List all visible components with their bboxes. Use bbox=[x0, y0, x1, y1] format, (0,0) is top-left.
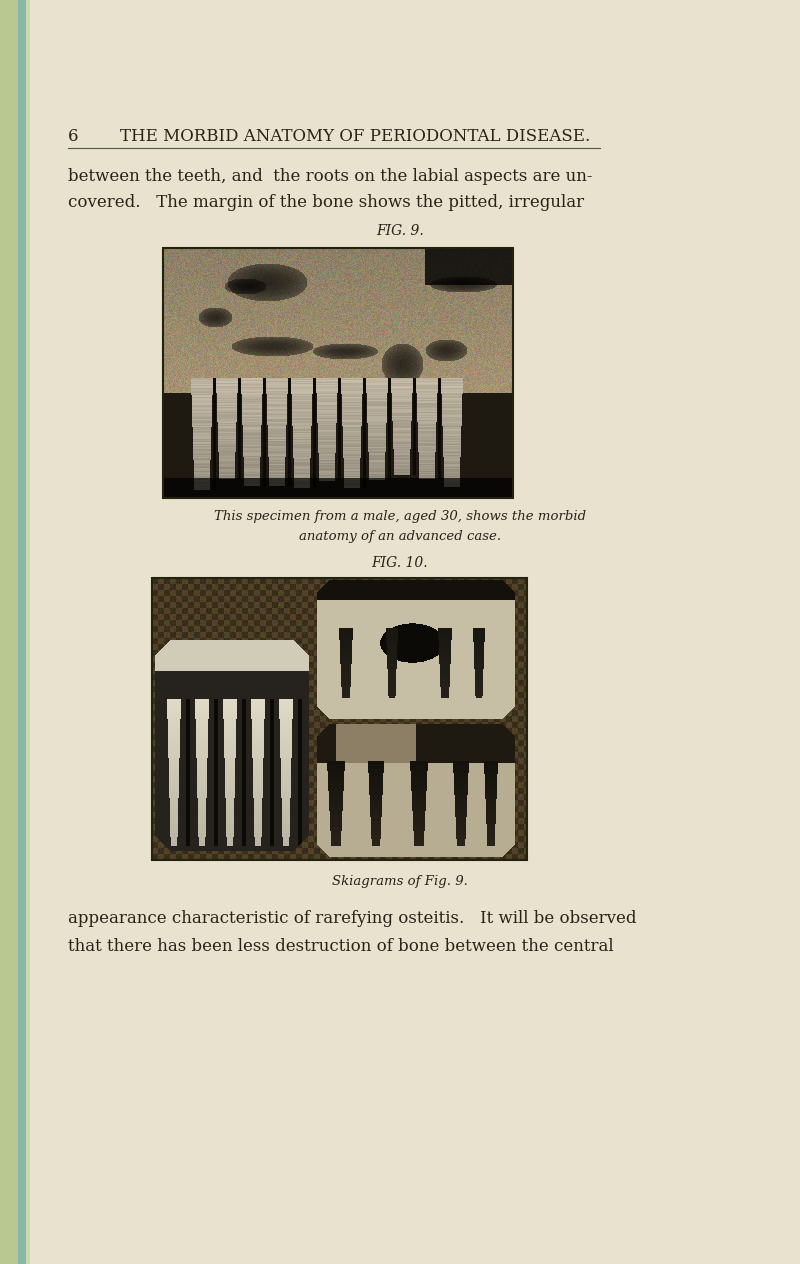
Text: 6: 6 bbox=[68, 128, 78, 145]
Text: FIG. 10.: FIG. 10. bbox=[372, 556, 428, 570]
Text: appearance characteristic of rarefying osteitis.   It will be observed: appearance characteristic of rarefying o… bbox=[68, 910, 637, 927]
Text: FIG. 9.: FIG. 9. bbox=[376, 224, 424, 238]
Text: covered.   The margin of the bone shows the pitted, irregular: covered. The margin of the bone shows th… bbox=[68, 193, 584, 211]
Bar bbox=[163, 248, 513, 498]
Bar bbox=[26, 0, 30, 1264]
Text: that there has been less destruction of bone between the central: that there has been less destruction of … bbox=[68, 938, 614, 956]
Bar bbox=[152, 578, 527, 860]
Text: between the teeth, and  the roots on the labial aspects are un-: between the teeth, and the roots on the … bbox=[68, 168, 593, 185]
Text: anatomy of an advanced case.: anatomy of an advanced case. bbox=[299, 530, 501, 544]
Text: Skiagrams of Fig. 9.: Skiagrams of Fig. 9. bbox=[332, 875, 468, 889]
Bar bbox=[18, 0, 26, 1264]
Bar bbox=[0, 0, 18, 1264]
Text: This specimen from a male, aged 30, shows the morbid: This specimen from a male, aged 30, show… bbox=[214, 509, 586, 523]
Text: THE MORBID ANATOMY OF PERIODONTAL DISEASE.: THE MORBID ANATOMY OF PERIODONTAL DISEAS… bbox=[120, 128, 590, 145]
